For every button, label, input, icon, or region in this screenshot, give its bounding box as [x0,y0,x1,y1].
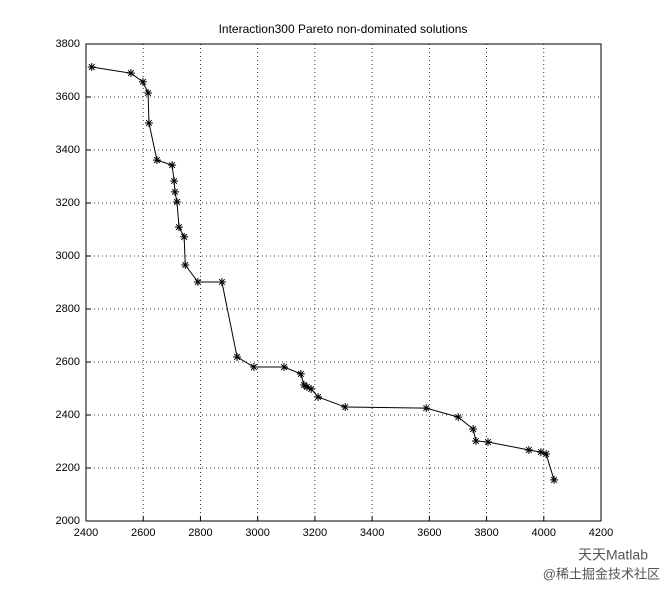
y-tick-label: 2400 [56,409,80,421]
y-tick-label: 3000 [56,250,80,262]
point-marker [469,425,478,434]
watermark: @稀土掘金技术社区 [543,566,660,581]
point-marker [300,381,309,390]
y-tick-label: 3600 [56,91,80,103]
point-marker [170,177,179,186]
x-tick-label: 4000 [532,527,556,539]
x-tick-label: 3000 [245,527,269,539]
x-tick-label: 2400 [74,527,98,539]
point-marker [536,448,545,457]
point-marker [217,277,226,286]
point-marker [170,187,179,196]
point-marker [524,445,533,454]
point-marker [302,382,311,391]
x-tick-label: 2600 [131,527,155,539]
point-marker [174,223,183,232]
plot-area [85,43,602,522]
point-marker [144,118,153,127]
point-marker [168,161,177,170]
point-marker [144,89,153,98]
point-marker [181,261,190,270]
point-marker [249,363,258,372]
point-marker [307,385,316,394]
point-marker [341,403,350,412]
point-marker [483,438,492,447]
watermark: 天天Matlab [578,547,648,563]
point-marker [138,77,147,86]
y-tick-label: 3200 [56,197,80,209]
x-tick-label: 3400 [360,527,384,539]
point-marker [233,352,242,361]
point-marker [126,69,135,78]
point-marker [550,475,559,484]
point-marker [172,197,181,206]
x-tick-label: 2800 [188,527,212,539]
point-marker [180,232,189,241]
y-tick-label: 3400 [56,144,80,156]
y-tick-label: 2600 [56,356,80,368]
y-tick-label: 2000 [56,515,80,527]
point-marker [454,413,463,422]
x-tick-label: 3800 [474,527,498,539]
point-marker [152,156,161,165]
x-tick-label: 3600 [417,527,441,539]
point-marker [314,392,323,401]
y-tick-label: 2200 [56,462,80,474]
y-tick-label: 3800 [56,38,80,50]
point-marker [279,363,288,372]
point-marker [422,404,431,413]
x-tick-label: 3200 [303,527,327,539]
chart-title: Interaction300 Pareto non-dominated solu… [219,22,468,36]
point-marker [542,449,551,458]
point-marker [87,63,96,72]
y-tick-label: 2800 [56,303,80,315]
point-marker [193,277,202,286]
point-marker [296,369,305,378]
x-tick-label: 4200 [589,527,613,539]
point-marker [471,436,480,445]
